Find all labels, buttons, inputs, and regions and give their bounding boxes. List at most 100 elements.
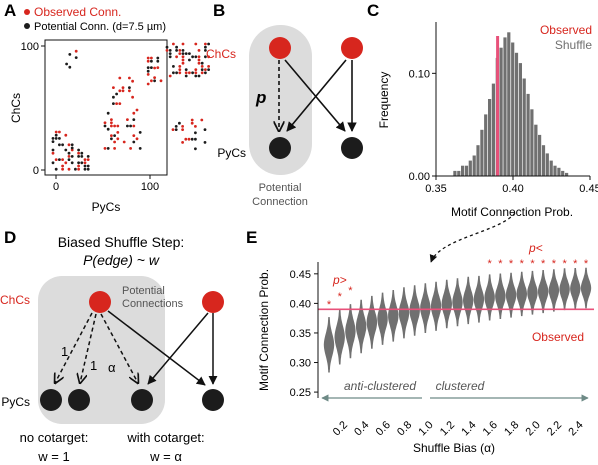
- adjacency-dot: [146, 59, 150, 63]
- significance-stars: * * * * * * * * * * * * *: [327, 258, 589, 311]
- adjacency-dot: [68, 65, 72, 69]
- adjacency-dot: [184, 71, 188, 75]
- violin-xtick-label: 1.6: [481, 419, 500, 438]
- adjacency-dot: [175, 71, 179, 75]
- adjacency-dot: [197, 74, 201, 78]
- adjacency-dot: [70, 146, 74, 150]
- adjacency-dot: [121, 86, 125, 89]
- adjacency-dot: [54, 133, 58, 137]
- adjacency-dot: [103, 147, 107, 150]
- adjacency-dot: [103, 121, 107, 125]
- adjacency-dot: [181, 55, 185, 59]
- adjacency-dot: [191, 71, 195, 75]
- adjacency-dot: [207, 68, 211, 71]
- adjacency-dot: [58, 158, 61, 162]
- b-potential-label-2: Connection: [252, 196, 308, 208]
- adjacency-dot: [80, 151, 84, 155]
- adjacency-dot: [74, 49, 78, 53]
- adjacency-dot: [197, 61, 201, 65]
- adjacency-dot: [178, 71, 182, 75]
- adjacency-dot: [51, 151, 55, 155]
- adjacency-dot: [80, 155, 84, 158]
- adjacency-dot: [168, 49, 172, 52]
- histogram-bar: [541, 145, 546, 176]
- adjacency-dot: [207, 55, 211, 59]
- adjacency-dot: [70, 155, 74, 158]
- adjacency-dot: [178, 68, 182, 71]
- adjacency-dot: [188, 52, 191, 55]
- histogram-bar: [503, 37, 507, 177]
- histogram-bar: [507, 32, 511, 176]
- violin: [495, 273, 506, 319]
- adjacency-dot: [64, 148, 68, 152]
- adjacency-dot: [146, 82, 150, 86]
- violin-ytick-label: 0.40: [290, 298, 311, 310]
- adjacency-dots: [51, 42, 211, 171]
- adjacency-dot: [110, 124, 113, 128]
- adjacency-dot: [51, 148, 55, 152]
- adjacency-dot: [181, 49, 185, 52]
- adjacency-dot: [171, 128, 175, 132]
- legend-potential-marker: [24, 23, 30, 29]
- d-chc-label: ChCs: [0, 293, 30, 307]
- panel-label-a: A: [4, 1, 16, 20]
- significance-star: *: [530, 258, 535, 270]
- histogram-bar: [464, 165, 469, 176]
- adjacency-dot: [127, 76, 131, 80]
- significance-star: *: [573, 258, 578, 270]
- violin: [398, 287, 410, 339]
- adjacency-dot: [86, 167, 90, 171]
- panel-label-d: D: [4, 228, 16, 247]
- adjacency-dot: [146, 56, 150, 60]
- adjacency-dot: [77, 164, 80, 168]
- adjacency-dot: [200, 65, 204, 68]
- histogram-bar: [476, 145, 480, 176]
- histogram-bar: [557, 167, 561, 176]
- adjacency-dot: [122, 140, 126, 144]
- adjacency-dot: [190, 118, 194, 122]
- adjacency-dot: [150, 59, 153, 63]
- b-pyc-node-2: [341, 137, 363, 159]
- adjacency-dot: [77, 151, 80, 155]
- adjacency-dot: [70, 161, 74, 165]
- histogram-bar: [526, 93, 530, 176]
- adjacency-dot: [127, 86, 131, 89]
- adjacency-dot: [77, 155, 80, 158]
- violin: [334, 309, 345, 365]
- adjacency-dot: [61, 167, 64, 171]
- adjacency-dot: [67, 155, 71, 158]
- adjacency-dot: [118, 89, 122, 93]
- histogram-ylabel: Frequency: [377, 72, 391, 129]
- adjacency-dot: [132, 124, 136, 128]
- histogram-bar: [468, 160, 472, 176]
- violin: [323, 317, 335, 373]
- adjacency-dot: [115, 92, 118, 96]
- d-weight-1: 1: [61, 344, 68, 359]
- violin: [473, 275, 485, 323]
- adjacency-dot: [172, 65, 175, 68]
- b-pyc-node-1: [269, 137, 291, 159]
- d-dashed-arrow-2: [80, 313, 97, 383]
- adjacency-dot: [86, 158, 90, 162]
- b-cross-arrow-1: [284, 59, 346, 132]
- histogram-bar: [480, 129, 484, 176]
- violin: [505, 272, 517, 318]
- violin-xtick-label: 1.4: [459, 419, 478, 438]
- adjacency-dot: [51, 161, 55, 165]
- adjacency-dot: [200, 71, 204, 75]
- violin-ylabel: Motif Connection Prob.: [257, 269, 271, 391]
- d-no-cotarget-weight: w = 1: [37, 449, 69, 464]
- adjacency-dot: [70, 143, 74, 147]
- histogram-bar: [472, 155, 476, 176]
- adjacency-dot: [172, 71, 175, 75]
- histogram-bar: [518, 63, 522, 176]
- adjacency-dot: [77, 148, 80, 152]
- histogram-bar: [514, 52, 519, 176]
- adjacency-dot: [54, 158, 58, 162]
- adjacency-dot: [174, 125, 178, 128]
- d-title-line-1: Biased Shuffle Step:: [58, 234, 185, 250]
- significance-star: *: [520, 258, 525, 270]
- adjacency-dot: [168, 52, 172, 55]
- adjacency-dot: [61, 164, 64, 168]
- adjacency-dot: [112, 95, 115, 99]
